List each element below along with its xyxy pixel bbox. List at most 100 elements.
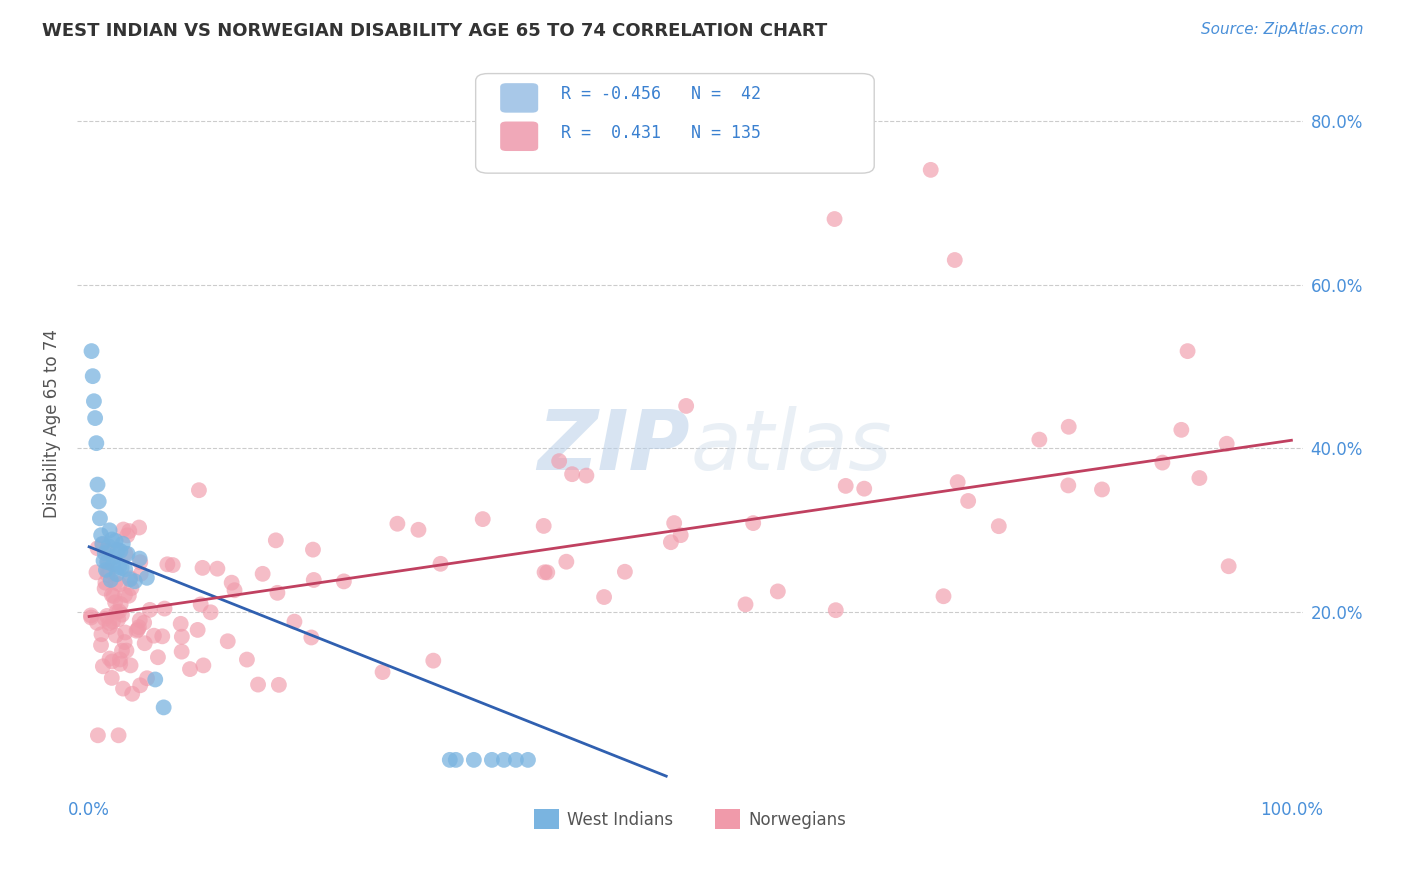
- Text: R = -0.456   N =  42: R = -0.456 N = 42: [561, 86, 762, 103]
- Point: [80, 610, 103, 624]
- Point: [987, 519, 1010, 533]
- Point: [98, 615, 121, 630]
- Point: [86, 615, 108, 630]
- Point: [117, 528, 139, 542]
- Point: [444, 753, 467, 767]
- Text: Source: ZipAtlas.com: Source: ZipAtlas.com: [1201, 22, 1364, 37]
- Point: [80, 344, 103, 359]
- Point: [1188, 471, 1211, 485]
- Point: [517, 753, 540, 767]
- Point: [299, 631, 322, 645]
- Point: [134, 636, 156, 650]
- Point: [114, 562, 136, 576]
- Point: [150, 629, 173, 643]
- Point: [533, 566, 555, 580]
- Point: [86, 566, 108, 580]
- Point: [101, 615, 124, 629]
- Point: [193, 658, 215, 673]
- Point: [824, 603, 846, 617]
- Point: [105, 605, 128, 619]
- Point: [128, 620, 150, 634]
- Point: [266, 586, 288, 600]
- Point: [190, 598, 212, 612]
- Point: [112, 523, 135, 537]
- Point: [463, 753, 485, 767]
- Point: [91, 538, 114, 552]
- Point: [117, 547, 139, 561]
- Point: [89, 511, 111, 525]
- Point: [1057, 419, 1080, 434]
- Point: [80, 608, 103, 623]
- Point: [302, 573, 325, 587]
- Point: [129, 678, 152, 692]
- Point: [118, 589, 141, 603]
- Point: [561, 467, 583, 482]
- Point: [104, 575, 127, 590]
- Point: [152, 700, 174, 714]
- Point: [97, 555, 120, 569]
- Point: [114, 635, 136, 649]
- Point: [110, 561, 132, 575]
- Point: [1177, 344, 1199, 359]
- Point: [110, 544, 132, 558]
- Point: [146, 650, 169, 665]
- Point: [613, 565, 636, 579]
- Point: [1170, 423, 1192, 437]
- Point: [108, 652, 131, 666]
- Point: [264, 533, 287, 548]
- Point: [156, 558, 179, 572]
- Point: [221, 575, 243, 590]
- Point: [98, 651, 121, 665]
- Point: [111, 644, 134, 658]
- Point: [134, 615, 156, 630]
- Point: [129, 566, 152, 581]
- Point: [1152, 456, 1174, 470]
- Point: [97, 568, 120, 582]
- Point: [135, 571, 157, 585]
- Point: [143, 673, 166, 687]
- Point: [101, 558, 124, 572]
- Point: [97, 539, 120, 553]
- Point: [200, 605, 222, 619]
- Point: [932, 589, 955, 603]
- Point: [110, 657, 132, 671]
- Point: [86, 436, 108, 450]
- Point: [114, 547, 136, 561]
- Point: [87, 728, 110, 742]
- Point: [422, 654, 444, 668]
- Point: [481, 753, 503, 767]
- Point: [94, 563, 117, 577]
- Point: [127, 623, 149, 637]
- Point: [86, 477, 108, 491]
- Point: [179, 662, 201, 676]
- Point: [107, 612, 129, 626]
- Point: [90, 627, 112, 641]
- Point: [104, 595, 127, 609]
- Point: [103, 549, 125, 564]
- Point: [96, 555, 118, 569]
- Point: [101, 533, 124, 547]
- Point: [125, 624, 148, 638]
- Point: [371, 665, 394, 679]
- Point: [1028, 433, 1050, 447]
- Point: [162, 558, 184, 572]
- Point: [267, 678, 290, 692]
- Point: [142, 629, 165, 643]
- Point: [853, 482, 876, 496]
- Point: [236, 652, 259, 666]
- Point: [94, 543, 117, 558]
- Point: [104, 628, 127, 642]
- Point: [471, 512, 494, 526]
- Point: [429, 557, 451, 571]
- Point: [593, 590, 616, 604]
- Point: [675, 399, 697, 413]
- Point: [93, 546, 115, 560]
- Point: [224, 583, 246, 598]
- Point: [153, 601, 176, 615]
- Point: [110, 597, 132, 611]
- Point: [107, 728, 129, 742]
- Point: [669, 528, 692, 542]
- Point: [575, 468, 598, 483]
- Point: [408, 523, 430, 537]
- Point: [101, 671, 124, 685]
